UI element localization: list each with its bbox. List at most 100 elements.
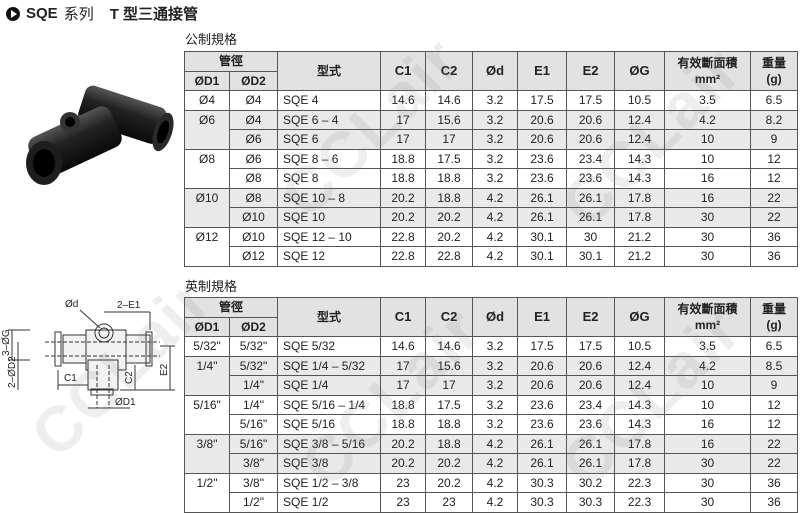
- header-d2: ØD2: [228, 316, 279, 337]
- cell-d1: 5/16": [184, 394, 230, 435]
- cell-d: 4.2: [472, 492, 519, 513]
- cell-area: 10: [664, 148, 752, 169]
- header-area-unit: mm²: [694, 72, 721, 86]
- cell-d2: Ø4: [228, 90, 279, 111]
- label-d: Ød: [65, 299, 78, 310]
- cell-d2: Ø8: [228, 187, 279, 208]
- cell-e1: 17.5: [517, 90, 568, 111]
- cell-weight: 12: [750, 168, 799, 189]
- cell-c2: 17.5: [425, 148, 474, 169]
- cell-e1: 30.1: [517, 226, 568, 247]
- cell-d2: Ø6: [228, 129, 279, 150]
- cell-model: SQE 3/8: [277, 453, 382, 474]
- header-e2: E2: [566, 51, 616, 91]
- cell-g: 21.2: [614, 226, 666, 247]
- cell-area: 16: [664, 433, 752, 454]
- cell-e1: 26.1: [517, 433, 568, 454]
- cell-d: 4.2: [472, 187, 519, 208]
- header-g: ØG: [614, 51, 666, 91]
- cell-d2: 1/4": [228, 394, 279, 415]
- cell-model: SQE 1/4: [277, 375, 382, 396]
- label-c2: C2: [124, 371, 135, 384]
- header-weight-unit: (g): [766, 72, 782, 86]
- header-row: ØD1 ØD2: [184, 316, 798, 337]
- header-model: 型式: [277, 51, 382, 91]
- cell-c1: 17: [380, 109, 427, 130]
- cell-d: 4.2: [472, 472, 519, 493]
- label-d2: 2–ØD2: [7, 356, 18, 388]
- header-tube-diameter: 管徑: [183, 51, 279, 72]
- table-row: 3/8" SQE 3/8 20.2 20.2 4.2 26.1 26.1 17.8 30 22: [185, 453, 799, 474]
- cell-d1: 3/8": [184, 433, 230, 474]
- cell-c1: 20.2: [380, 453, 427, 474]
- cell-d2: 1/4": [228, 375, 279, 396]
- header-d1: ØD1: [184, 70, 230, 91]
- cell-model: SQE 12 – 10: [277, 226, 382, 247]
- cell-c2: 18.8: [425, 433, 474, 454]
- cell-g: 10.5: [614, 90, 666, 111]
- cell-d: 3.2: [472, 129, 519, 150]
- table-row: Ø12 Ø10 SQE 12 – 10 22.8 20.2 4.2 30.1 30 21.2 30…: [184, 226, 799, 267]
- cell-c1: 20.2: [380, 207, 427, 228]
- cell-model: SQE 5/16: [277, 414, 382, 435]
- cell-g: 17.8: [614, 207, 666, 228]
- header-weight-label: 重量: [762, 302, 787, 316]
- cell-e2: 30.3: [566, 492, 616, 513]
- cell-d1: Ø4: [184, 90, 230, 111]
- table-row: Ø10 SQE 10 20.2 20.2 4.2 26.1 26.1 17.8 30 22: [185, 207, 799, 228]
- cell-e2: 30: [566, 226, 616, 247]
- cell-model: SQE 3/8 – 5/16: [277, 433, 382, 454]
- cell-c2: 14.6: [425, 336, 474, 357]
- cell-g: 22.3: [614, 492, 666, 513]
- cell-c2: 20.2: [425, 453, 474, 474]
- cell-d2: Ø10: [228, 207, 279, 228]
- cell-e1: 26.1: [517, 207, 568, 228]
- cell-c1: 18.8: [380, 394, 427, 415]
- cell-e1: 23.6: [517, 394, 568, 415]
- cell-weight: 9: [750, 375, 799, 396]
- header-c1: C1: [380, 297, 427, 337]
- cell-c1: 17: [380, 355, 427, 376]
- header-e1: E1: [517, 297, 568, 337]
- table-row: Ø8 SQE 8 18.8 18.8 3.2 23.6 23.6 14.3 16 12: [185, 168, 799, 189]
- cell-c1: 23: [380, 492, 427, 513]
- cell-e1: 20.6: [517, 109, 568, 130]
- cell-g: 14.3: [614, 414, 666, 435]
- cell-d: 3.2: [472, 355, 519, 376]
- cell-g: 22.3: [614, 472, 666, 493]
- cell-g: 14.3: [614, 394, 666, 415]
- header-c2: C2: [425, 51, 474, 91]
- cell-c2: 17: [425, 129, 474, 150]
- cell-weight: 36: [750, 472, 799, 493]
- cell-e1: 20.6: [517, 129, 568, 150]
- cell-area: 10: [664, 129, 752, 150]
- cell-model: SQE 10: [277, 207, 382, 228]
- cell-g: 12.4: [614, 109, 666, 130]
- label-e1: 2–E1: [117, 300, 141, 311]
- cell-d: 4.2: [472, 246, 519, 267]
- cell-e2: 17.5: [566, 336, 616, 357]
- dimension-drawing: Ød 2–E1 3–ØG 2–ØD2 C1 C2 E2 ØD1: [0, 290, 180, 420]
- cell-c1: 18.8: [380, 414, 427, 435]
- cell-model: SQE 6: [277, 129, 382, 150]
- cell-weight: 8.5: [750, 355, 799, 376]
- cell-area: 16: [664, 414, 752, 435]
- cell-d: 3.2: [472, 414, 519, 435]
- cell-d1: Ø12: [184, 226, 230, 267]
- cell-weight: 6.5: [750, 90, 799, 111]
- cell-weight: 12: [750, 394, 799, 415]
- cell-c1: 23: [380, 472, 427, 493]
- brand-name: SQE: [26, 5, 58, 22]
- header-tube-diameter: 管徑: [183, 297, 279, 318]
- cell-c1: 14.6: [380, 336, 427, 357]
- cell-area: 10: [664, 394, 752, 415]
- cell-c2: 15.6: [425, 355, 474, 376]
- cell-d1: 1/2": [184, 472, 230, 513]
- cell-area: 10: [664, 375, 752, 396]
- cell-e2: 26.1: [566, 433, 616, 454]
- cell-e1: 30.3: [517, 472, 568, 493]
- header-c2: C2: [425, 297, 474, 337]
- cell-g: 21.2: [614, 246, 666, 267]
- cell-weight: 8.2: [750, 109, 799, 130]
- cell-area: 30: [664, 453, 752, 474]
